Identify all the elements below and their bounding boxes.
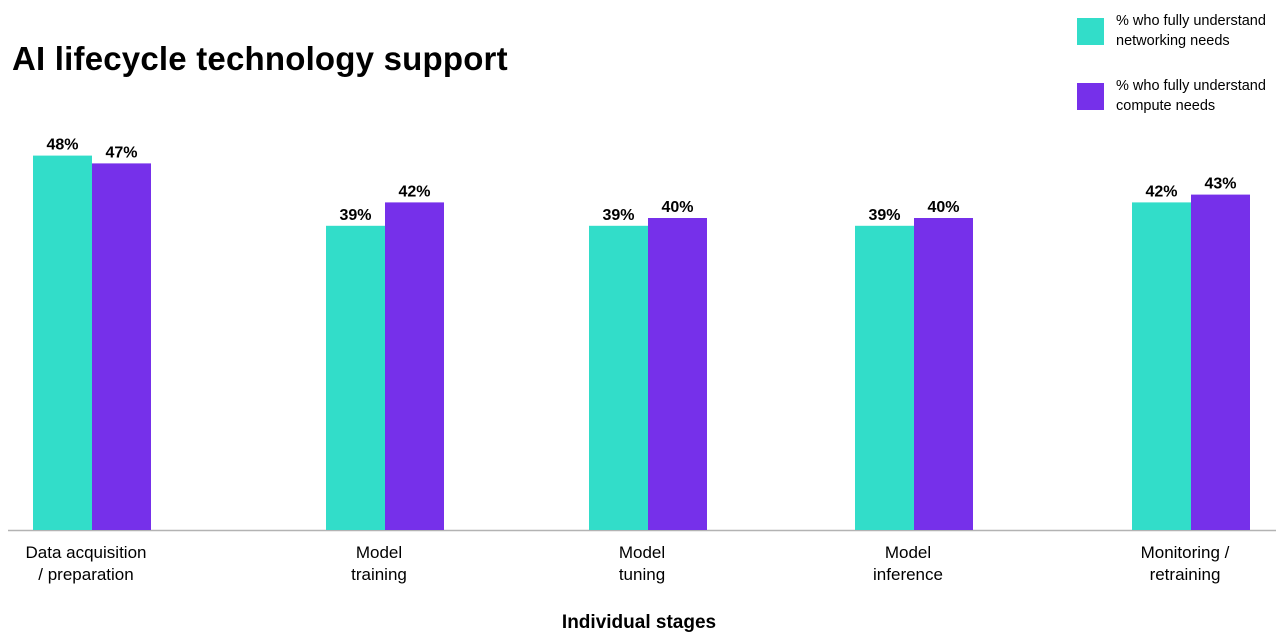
legend-label-networking: % who fully understand networking needs [1116, 13, 1266, 49]
data-label-networking-0: 48% [46, 137, 78, 154]
data-label-compute-2: 40% [661, 199, 693, 216]
data-label-compute-1: 42% [398, 183, 430, 200]
bar-compute-2 [648, 218, 707, 530]
legend-swatch-networking [1077, 18, 1104, 45]
category-label-3: Model inference [873, 543, 943, 584]
data-label-networking-3: 39% [868, 207, 900, 224]
legend-swatch-compute [1077, 83, 1104, 110]
bar-networking-1 [326, 225, 385, 531]
x-axis-title: Individual stages [561, 612, 717, 633]
data-label-compute-0: 47% [105, 144, 137, 161]
data-label-compute-3: 40% [927, 199, 959, 216]
chart-title: AI lifecycle technology support [12, 40, 508, 77]
bar-networking-2 [589, 225, 648, 531]
category-label-1: Model training [351, 543, 407, 584]
category-label-0: Data acquisition / preparation [26, 543, 147, 584]
data-label-networking-2: 39% [602, 207, 634, 224]
bar-networking-4 [1132, 202, 1191, 530]
bar-compute-0 [92, 163, 151, 530]
data-label-networking-4: 42% [1145, 183, 1177, 200]
data-label-compute-4: 43% [1204, 176, 1236, 193]
bar-networking-3 [855, 225, 914, 531]
legend-label-compute: % who fully understand compute needs [1116, 78, 1266, 114]
bar-networking-0 [33, 155, 92, 530]
bar-compute-4 [1191, 194, 1250, 530]
bar-compute-3 [914, 218, 973, 530]
data-label-networking-1: 39% [339, 207, 371, 224]
category-label-2: Model tuning [619, 543, 665, 584]
bar-compute-1 [385, 202, 444, 530]
category-label-4: Monitoring / retraining [1141, 543, 1230, 584]
